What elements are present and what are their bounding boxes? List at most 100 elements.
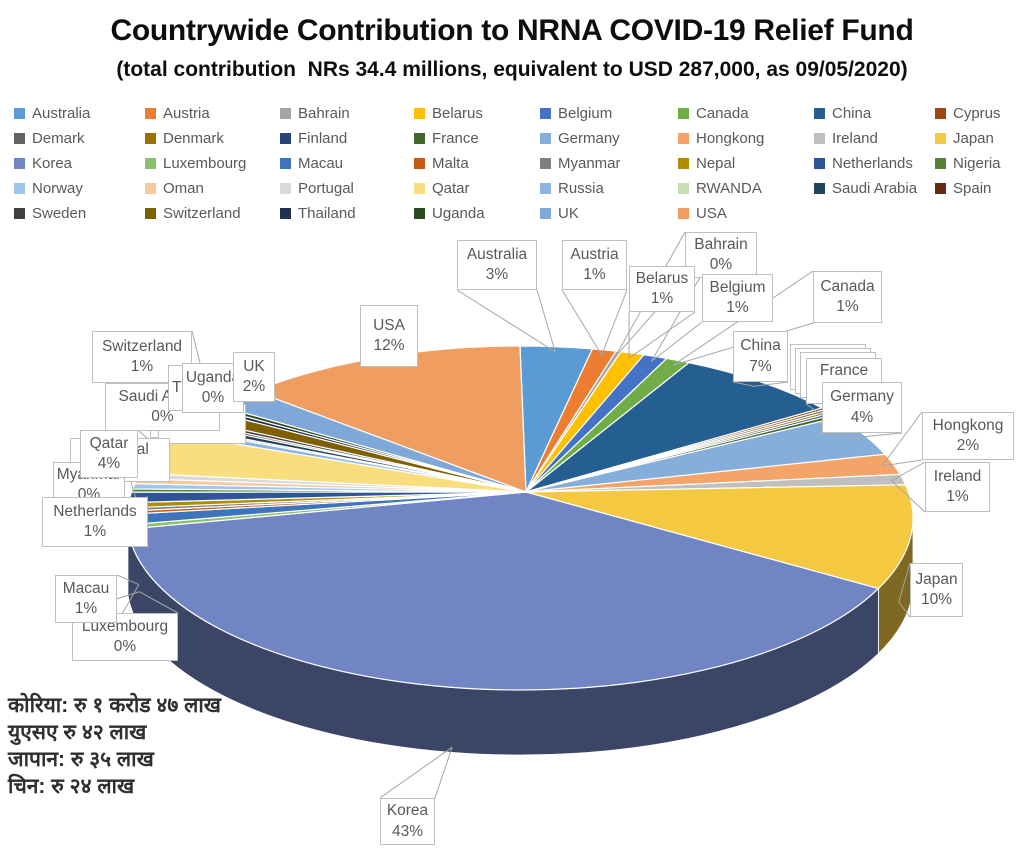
legend-item-bahrain: Bahrain (280, 105, 414, 122)
chart-title: Countrywide Contribution to NRNA COVID-1… (110, 14, 914, 47)
legend-label: Saudi Arabia (832, 180, 918, 197)
legend-label: Ireland (832, 130, 878, 147)
legend-label: Demark (32, 130, 85, 147)
leader-line-korea (379, 746, 453, 799)
legend-item-uk: UK (540, 205, 678, 222)
legend-label: Germany (558, 130, 620, 147)
leader-line-belarus (628, 311, 696, 359)
legend-item-netherlands: Netherlands (814, 155, 935, 172)
leader-line-hongkong (881, 411, 923, 467)
legend-swatch-qatar (414, 183, 425, 194)
legend-swatch-uganda (414, 208, 425, 219)
leader-line-china (753, 381, 789, 387)
legend-label: France (432, 130, 479, 147)
legend-label: UK (558, 205, 579, 222)
leader-line-macau (116, 574, 140, 586)
legend-swatch-macau (280, 158, 291, 169)
legend-label: Sweden (32, 205, 87, 222)
legend-label: Macau (298, 155, 344, 172)
legend-item-finland: Finland (280, 130, 414, 147)
annotation-line: चिन: रु २४ लाख (8, 775, 135, 798)
legend-label: Japan (953, 130, 994, 147)
legend-label: Switzerland (163, 205, 241, 222)
legend-label: Nepal (696, 155, 736, 172)
legend-swatch-nepal (678, 158, 689, 169)
leader-line-canada (672, 270, 814, 366)
legend-label: Australia (32, 105, 91, 122)
legend-swatch-uk (540, 208, 551, 219)
legend-item-russia: Russia (540, 180, 678, 197)
legend-swatch-spain (935, 183, 946, 194)
legend-swatch-thailand (280, 208, 291, 219)
legend-label: Qatar (432, 180, 470, 197)
annotation-line: जापान: रु ३५ लाख (8, 748, 154, 771)
legend-swatch-hongkong (678, 133, 689, 144)
legend-swatch-oman (145, 183, 156, 194)
legend-label: Cyprus (953, 105, 1001, 122)
leader-line-canada (673, 322, 814, 366)
legend-item-china: China (814, 105, 935, 122)
leader-line-qatar (137, 429, 168, 456)
legend-item-germany: Germany (540, 130, 678, 147)
legend-swatch-cyprus (935, 108, 946, 119)
legend-swatch-myanmar (540, 158, 551, 169)
legend-label: Belarus (432, 105, 483, 122)
legend-swatch-malta (414, 158, 425, 169)
legend-swatch-demark (14, 133, 25, 144)
legend-swatch-australia (14, 108, 25, 119)
legend-swatch-netherlands (814, 158, 825, 169)
legend-swatch-portugal (280, 183, 291, 194)
legend-item-luxembourg: Luxembourg (145, 155, 280, 172)
legend-label: Spain (953, 180, 992, 197)
leader-line-korea (434, 747, 453, 799)
legend-swatch-ireland (814, 133, 825, 144)
legend-label: Oman (163, 180, 204, 197)
legend-swatch-bahrain (280, 108, 291, 119)
legend-swatch-finland (280, 133, 291, 144)
legend-item-spain: Spain (935, 180, 1018, 197)
legend-item-hongkong: Hongkong (678, 130, 814, 147)
annotation-line: युएसए रु ४२ लाख (8, 721, 147, 744)
legend-swatch-nigeria (935, 158, 946, 169)
legend-label: China (832, 105, 872, 122)
legend-swatch-luxembourg (145, 158, 156, 169)
legend: Australia Austria Bahrain Belarus Belgium Can… (14, 101, 1018, 226)
legend-swatch-canada (678, 108, 689, 119)
legend-swatch-germany (540, 133, 551, 144)
legend-item-uganda: Uganda (414, 205, 540, 222)
legend-item-demark: Demark (14, 130, 145, 147)
leader-line-bahrain (615, 277, 686, 357)
legend-label: Finland (298, 130, 348, 147)
legend-item-denmark: Denmark (145, 130, 280, 147)
legend-swatch-rwanda (678, 183, 689, 194)
legend-item-thailand: Thailand (280, 205, 414, 222)
legend-item-cyprus: Cyprus (935, 105, 1018, 122)
leader-line-australia (536, 289, 556, 353)
legend-item-france: France (414, 130, 540, 147)
legend-swatch-denmark (145, 133, 156, 144)
legend-item-belgium: Belgium (540, 105, 678, 122)
legend-label: Luxembourg (163, 155, 247, 172)
legend-item-australia: Australia (14, 105, 145, 122)
legend-item-rwanda: RWANDA (678, 180, 814, 197)
leader-line-belgium (651, 321, 703, 362)
legend-swatch-russia (540, 183, 551, 194)
legend-swatch-austria (145, 108, 156, 119)
annotations-block: कोरिया: रु १ करोड ४७ लाख युएसए रु ४२ लाख ज… (8, 692, 221, 800)
annotation-line: कोरिया: रु १ करोड ४७ लाख (8, 694, 221, 717)
leader-line-germany (853, 432, 903, 439)
legend-item-sweden: Sweden (14, 205, 145, 222)
legend-swatch-belgium (540, 108, 551, 119)
legend-swatch-sweden (14, 208, 25, 219)
legend-item-canada: Canada (678, 105, 814, 122)
legend-item-belarus: Belarus (414, 105, 540, 122)
legend-item-oman: Oman (145, 180, 280, 197)
legend-swatch-china (814, 108, 825, 119)
leader-line-france (826, 403, 883, 420)
legend-swatch-korea (14, 158, 25, 169)
legend-item-switzerland: Switzerland (145, 205, 280, 222)
legend-swatch-saudi-arabia (814, 183, 825, 194)
legend-label: Canada (696, 105, 749, 122)
legend-label: Myanmar (558, 155, 621, 172)
